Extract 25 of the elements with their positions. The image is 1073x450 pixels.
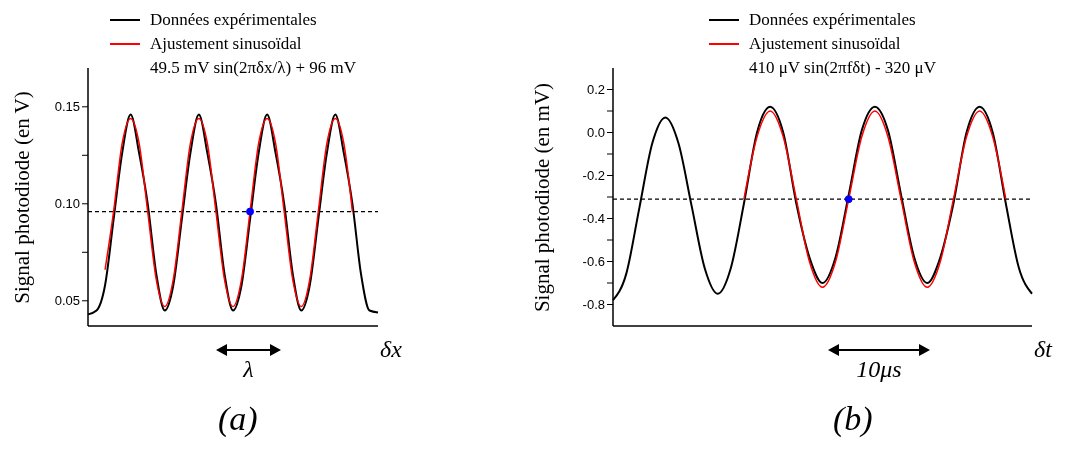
y-axis-title: Signal photodiode (en mV)	[529, 81, 555, 315]
y-tick-label: 0.10	[54, 196, 80, 212]
text: (b)	[833, 400, 873, 438]
text: (a)	[218, 400, 258, 438]
text: 10μs	[855, 356, 903, 383]
x-axis-title: δx	[380, 336, 402, 363]
text: λ	[241, 356, 255, 383]
y-tick-label: 0.15	[54, 99, 80, 115]
line-series	[104, 117, 354, 308]
annotation: 410 μV sin(2πfδt) - 320 μV	[748, 57, 937, 79]
x-axis-title: δt	[1034, 336, 1052, 363]
y-tick-label: -0.8	[582, 297, 605, 313]
y-tick-label: -0.6	[582, 254, 605, 270]
y-tick-label: 0.05	[54, 293, 80, 309]
legend-label: Données expérimentales	[748, 9, 916, 31]
line-series	[743, 110, 1007, 289]
annotation: 49.5 mV sin(2πδx/λ) + 96 mV	[149, 57, 356, 79]
y-axis-title: Signal photodiode (en V)	[9, 90, 35, 306]
y-tick-label: 0.0	[586, 125, 605, 141]
y-tick-label: 0.2	[586, 82, 605, 98]
legend-label: Ajustement sinusoïdal	[149, 33, 302, 55]
legend-label: Ajustement sinusoïdal	[748, 33, 901, 55]
y-tick-label: -0.4	[582, 211, 605, 227]
y-tick-label: -0.2	[582, 168, 605, 184]
legend-label: Données expérimentales	[149, 9, 317, 31]
